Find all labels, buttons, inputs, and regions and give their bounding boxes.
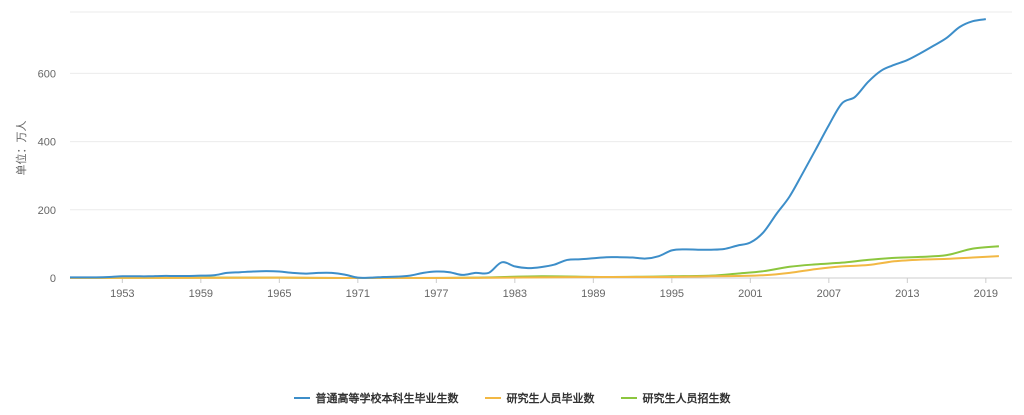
x-tick-label: 2007 — [817, 288, 841, 300]
legend: 普通高等学校本科生毕业生数 研究生人员毕业数 研究生人员招生数 — [0, 390, 1024, 406]
legend-swatch — [484, 397, 501, 399]
series-lines — [69, 18, 1000, 280]
y-axis-label: 单位：万人 — [14, 121, 28, 176]
y-tick-label: 400 — [38, 137, 56, 149]
x-tick-label: 1977 — [424, 288, 448, 300]
series-line — [69, 245, 1000, 280]
x-tick-label: 1971 — [346, 288, 370, 300]
x-tick-label: 1959 — [189, 288, 213, 300]
legend-item[interactable]: 研究生人员毕业数 — [484, 390, 595, 406]
legend-item[interactable]: 普通高等学校本科生毕业生数 — [293, 390, 459, 406]
legend-swatch — [293, 397, 310, 399]
x-tick-label: 1989 — [581, 288, 605, 300]
legend-label: 普通高等学校本科生毕业生数 — [315, 393, 459, 405]
grid-lines — [70, 11, 1012, 279]
y-tick-labels: 0 200 400 600 — [38, 68, 56, 285]
series-line — [69, 18, 986, 279]
x-tick-label: 1983 — [503, 288, 527, 300]
y-tick-label: 200 — [38, 205, 56, 217]
y-tick-label: 0 — [50, 273, 56, 285]
x-tick-label: 1995 — [660, 288, 684, 300]
x-tick-labels: 1953 1959 1965 1971 1977 1983 1989 1995 2001 2007… — [110, 278, 998, 300]
x-tick-label: 1953 — [110, 288, 134, 300]
legend-label: 研究生人员毕业数 — [506, 393, 595, 405]
x-tick-label: 2001 — [738, 288, 762, 300]
legend-swatch — [620, 397, 637, 399]
x-tick-label: 2019 — [974, 288, 998, 300]
y-tick-label: 600 — [38, 68, 56, 80]
x-tick-label: 1965 — [267, 288, 291, 300]
x-tick-label: 2013 — [895, 288, 919, 300]
legend-item[interactable]: 研究生人员招生数 — [620, 390, 731, 406]
legend-label: 研究生人员招生数 — [642, 393, 731, 405]
series-line — [69, 255, 999, 280]
